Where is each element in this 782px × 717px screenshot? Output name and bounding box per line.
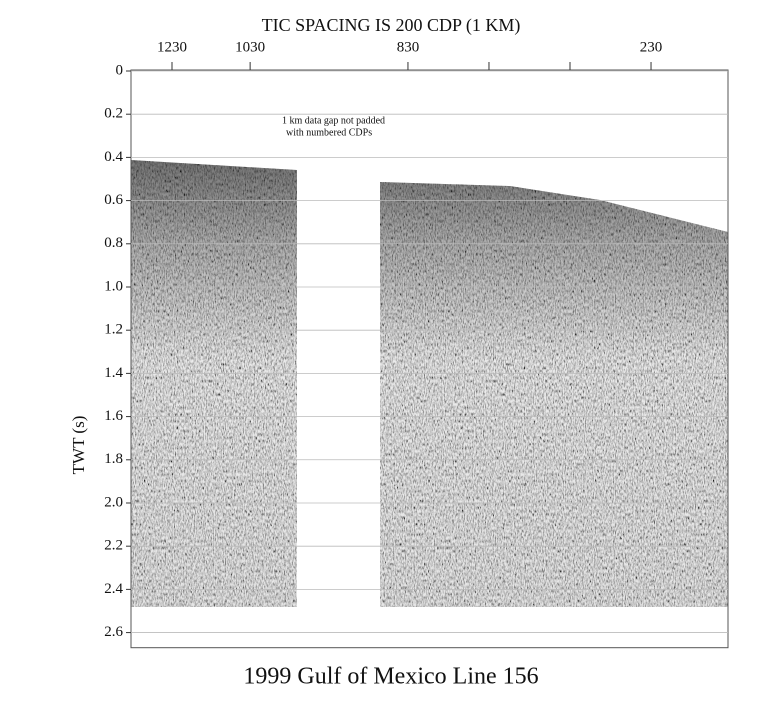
x-tick-label: 230 <box>640 39 663 55</box>
x-tick-label: 1030 <box>235 39 265 55</box>
y-tick-label: 1.8 <box>104 451 123 467</box>
chart-title: 1999 Gulf of Mexico Line 156 <box>243 664 538 690</box>
y-tick-label: 1.4 <box>104 365 123 381</box>
y-tick-label: 0.8 <box>104 235 123 251</box>
y-tick-label: 0.4 <box>104 149 123 165</box>
y-tick-label: 0.2 <box>104 106 123 122</box>
x-axis-title: TIC SPACING IS 200 CDP (1 KM) <box>262 15 521 36</box>
x-tick-label: 1230 <box>157 39 187 55</box>
y-tick-label: 2.0 <box>104 494 123 510</box>
x-tick-label: 830 <box>397 39 420 55</box>
seismic-traces <box>131 160 728 607</box>
y-tick-label: 2.6 <box>104 624 123 640</box>
y-tick-label: 0.6 <box>104 192 123 208</box>
annotation: with numbered CDPs <box>286 127 372 138</box>
y-tick-label: 1.6 <box>104 408 123 424</box>
y-tick-label: 0 <box>116 62 124 78</box>
annotation: 1 km data gap not padded <box>282 115 385 126</box>
y-axis-title: TWT (s) <box>69 416 88 475</box>
y-tick-label: 2.2 <box>104 538 123 554</box>
y-tick-label: 2.4 <box>104 581 123 597</box>
plot-frame <box>130 69 729 649</box>
y-tick-label: 1.2 <box>104 322 123 338</box>
y-tick-label: 1.0 <box>104 278 123 294</box>
